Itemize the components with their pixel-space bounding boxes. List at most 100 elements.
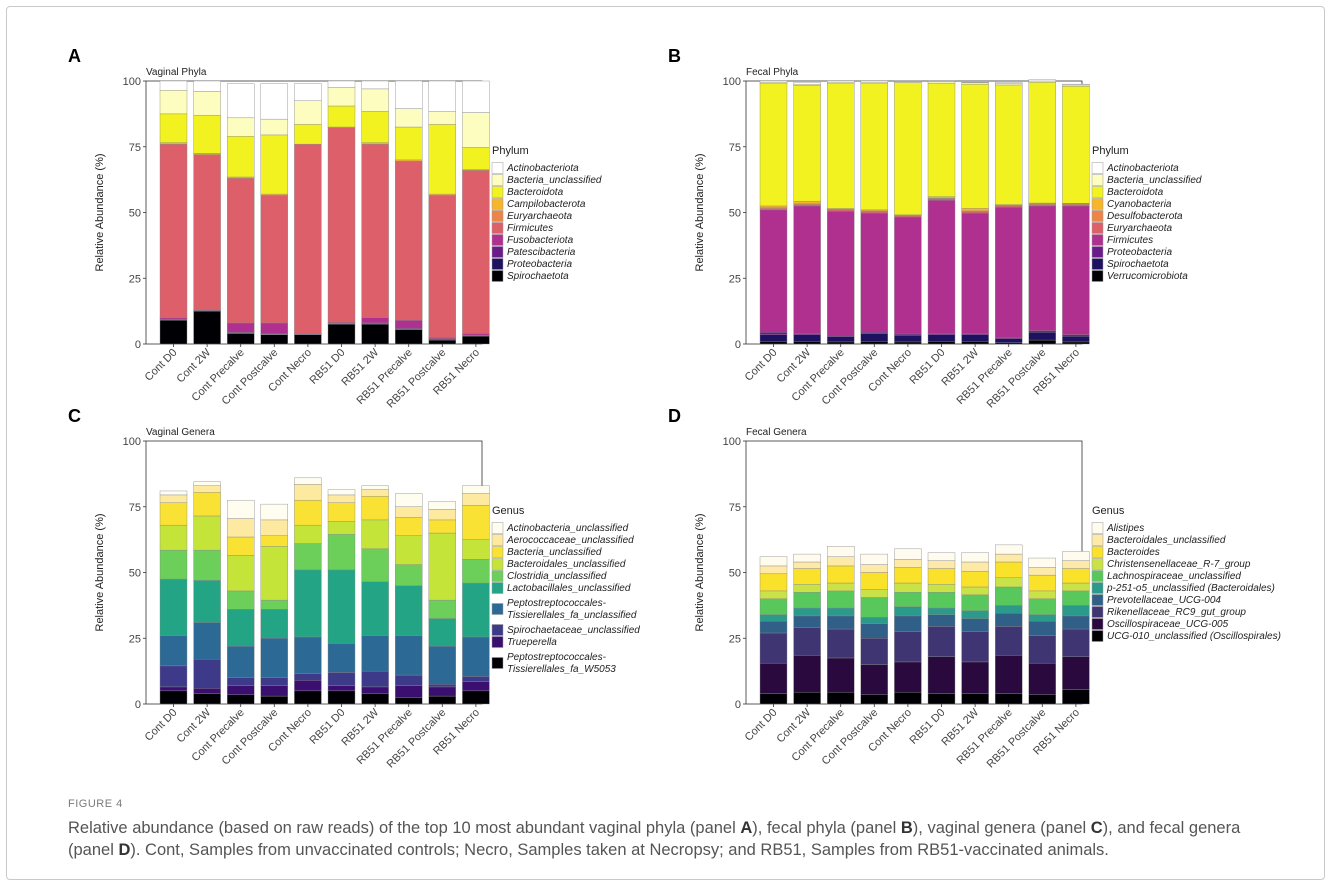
bar-segment — [395, 108, 423, 128]
bar-segment — [860, 623, 888, 639]
bar-segment — [428, 339, 456, 345]
bar-segment — [428, 509, 456, 521]
bar-segment — [927, 626, 956, 657]
bar-segment — [193, 80, 221, 92]
bar-segment — [361, 143, 389, 318]
bar-segment — [428, 686, 456, 697]
bar-segment — [260, 545, 288, 601]
bar-segment — [462, 333, 490, 336]
bar-segment — [793, 607, 821, 617]
bar-segment — [826, 83, 855, 209]
bar-segment — [226, 83, 255, 119]
legend-swatch — [491, 198, 504, 210]
bar-segment — [260, 134, 288, 195]
bar-segment — [327, 87, 356, 107]
bar-segment — [1028, 205, 1056, 332]
legend-swatch — [1091, 198, 1104, 210]
bar-segment — [327, 80, 356, 88]
bar-stack — [428, 501, 456, 705]
bar-segment — [361, 317, 389, 324]
bar-segment — [759, 331, 788, 335]
bar-segment — [927, 560, 956, 569]
bar-segment — [826, 565, 855, 584]
bar-segment — [759, 565, 788, 575]
bar-segment — [1062, 582, 1090, 592]
legend-entry: Firmicutes — [507, 223, 553, 234]
caption-panel-ref: A — [740, 819, 753, 837]
bar-segment — [1062, 689, 1090, 705]
bar-segment — [361, 548, 389, 582]
bar-segment — [1028, 663, 1056, 695]
legend-entry-line: Peptostreptococcales- — [507, 598, 607, 609]
bar-segment — [759, 83, 788, 207]
bar-segment — [927, 614, 956, 627]
bar-segment — [193, 310, 221, 345]
y-tick-label: 100 — [123, 76, 141, 88]
bar-stack — [1028, 557, 1056, 705]
bar-segment — [860, 638, 888, 665]
bar-segment — [961, 82, 989, 84]
bar-segment — [1062, 83, 1090, 86]
bar-segment — [260, 519, 288, 536]
bar-segment — [159, 690, 188, 705]
bar-segment — [793, 334, 821, 342]
bar-segment — [193, 580, 221, 623]
legend-swatch — [1091, 594, 1104, 606]
bar-segment — [1028, 574, 1056, 592]
legend-entry: Bacteroidales_unclassified — [507, 559, 626, 570]
bar-segment — [826, 615, 855, 630]
bar-segment — [1062, 560, 1090, 569]
bar-segment — [159, 90, 188, 115]
bar-segment — [793, 691, 821, 705]
legend-entry: Bacteroidota — [507, 187, 564, 198]
bar-segment — [462, 170, 490, 334]
bar-segment — [759, 598, 788, 615]
legend-swatch — [1091, 258, 1104, 270]
bar-stack — [927, 552, 956, 705]
bar-stack — [193, 481, 221, 705]
bar-segment — [159, 113, 188, 144]
bar-segment — [361, 581, 389, 636]
bar-segment — [159, 686, 188, 692]
bar-segment — [327, 690, 356, 705]
caption-text-part: ), and fecal genera (panel — [68, 819, 1241, 859]
bar-segment — [826, 582, 855, 592]
legend-swatch — [491, 636, 504, 648]
bar-segment — [159, 143, 188, 318]
bar-segment — [759, 590, 788, 600]
bar-segment — [159, 665, 188, 688]
bar-segment — [462, 112, 490, 148]
legend-entry: Actinobacteria_unclassified — [506, 523, 629, 534]
bar-segment — [462, 690, 490, 705]
bar-segment — [361, 324, 389, 345]
bar-stack — [759, 556, 788, 705]
bar-segment — [428, 124, 456, 195]
bar-segment — [961, 594, 989, 611]
bar-segment — [759, 80, 788, 83]
bar-segment — [395, 674, 423, 686]
bar-segment — [193, 688, 221, 694]
bar-stack — [860, 80, 888, 345]
bar-stack — [826, 545, 855, 705]
bar-stack — [462, 80, 490, 345]
bar-segment — [961, 83, 989, 209]
caption-panel-ref: D — [118, 841, 131, 859]
legend-entry: Alistipes — [1106, 523, 1144, 534]
bar-segment — [826, 210, 855, 336]
bar-segment — [361, 88, 389, 112]
bar-segment — [995, 613, 1023, 627]
bar-segment — [894, 548, 922, 560]
bar-segment — [226, 333, 255, 345]
bar-segment — [327, 494, 356, 504]
bar-segment — [860, 664, 888, 695]
caption-text-part: ). Cont, Samples from unvaccinated contr… — [130, 841, 1109, 859]
bar-segment — [294, 334, 322, 345]
bar-segment — [894, 661, 922, 693]
bar-segment — [927, 552, 956, 561]
bar-segment — [462, 147, 490, 170]
bar-segment — [961, 631, 989, 663]
bar-segment — [894, 335, 922, 343]
legend-entry: Actinobacteriota — [506, 163, 579, 174]
bar-segment — [1062, 335, 1090, 343]
legend-swatch — [1091, 186, 1104, 198]
